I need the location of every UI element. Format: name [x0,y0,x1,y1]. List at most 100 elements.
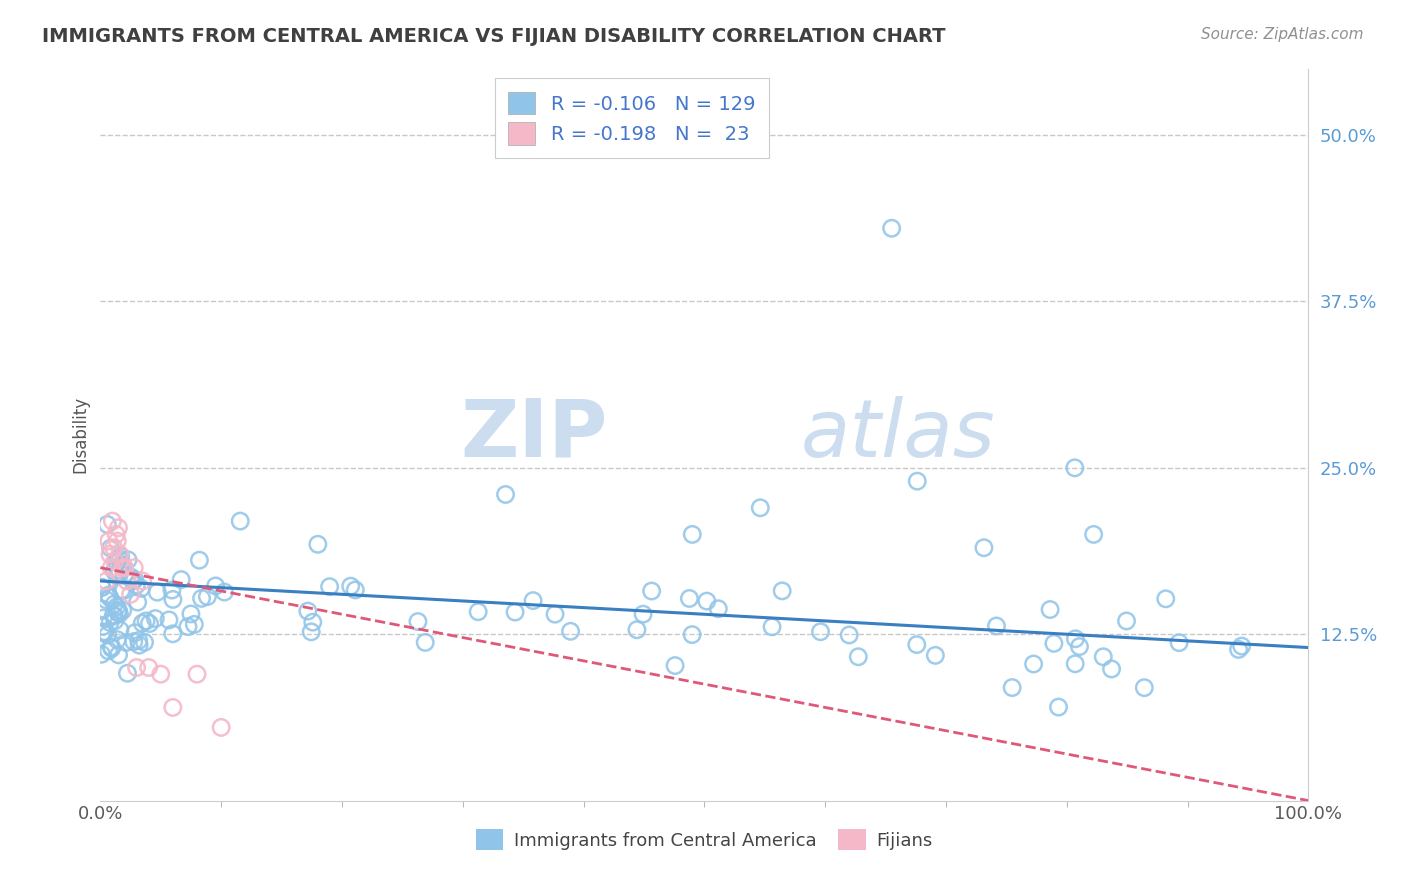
Point [120,570,142,584]
Point [204,579,226,593]
Point [96,517,118,532]
Point [160,582,183,597]
Point [110,549,132,564]
Point [157,613,180,627]
Point [108,547,131,561]
Point [846,649,869,664]
Point [1133,681,1156,695]
Point [104,614,127,628]
Point [103,541,125,555]
Point [973,541,995,555]
Point [761,620,783,634]
Point [97,588,120,602]
Point [105,568,128,582]
Point [770,583,793,598]
Point [301,615,323,629]
Point [544,607,567,622]
Point [105,527,128,541]
Point [162,627,184,641]
Point [108,552,131,566]
Point [1230,639,1253,653]
Point [880,221,903,235]
Point [1064,632,1087,646]
Point [98,615,121,630]
Text: atlas: atlas [801,395,995,474]
Point [678,591,700,606]
Point [129,582,152,596]
Point [103,597,125,611]
Point [177,619,200,633]
Point [107,605,129,619]
Point [90,580,112,594]
Point [105,599,128,614]
Point [707,601,730,615]
Point [170,573,193,587]
Point [186,667,208,681]
Point [180,607,202,621]
Point [344,582,367,597]
Point [681,527,703,541]
Point [146,585,169,599]
Text: IMMIGRANTS FROM CENTRAL AMERICA VS FIJIAN DISABILITY CORRELATION CHART: IMMIGRANTS FROM CENTRAL AMERICA VS FIJIA… [42,27,946,45]
Point [307,537,329,551]
Point [103,608,125,623]
Point [138,660,160,674]
Point [91,611,114,625]
Point [299,624,322,639]
Point [122,634,145,648]
Point [1115,614,1137,628]
Point [105,632,128,647]
Point [122,560,145,574]
Point [105,554,128,568]
Point [162,592,184,607]
Point [143,611,166,625]
Point [1047,700,1070,714]
Point [209,720,232,734]
Point [413,635,436,649]
Point [110,583,132,598]
Point [108,623,131,637]
Point [96,574,118,588]
Point [97,628,120,642]
Point [124,625,146,640]
Point [135,614,157,628]
Point [664,658,686,673]
Point [112,583,135,598]
Point [108,564,131,578]
Point [98,547,121,561]
Point [924,648,946,663]
Point [1168,636,1191,650]
Point [115,574,138,588]
Point [91,625,114,640]
Point [183,617,205,632]
Point [905,474,928,488]
Text: Source: ZipAtlas.com: Source: ZipAtlas.com [1201,27,1364,42]
Point [128,633,150,648]
Point [339,579,361,593]
Point [318,580,340,594]
Point [1001,681,1024,695]
Point [560,624,582,639]
Point [1022,657,1045,671]
Point [103,608,125,623]
Point [93,624,115,639]
Point [128,638,150,652]
Point [100,640,122,654]
Point [522,593,544,607]
Point [214,585,236,599]
Point [131,574,153,588]
Point [117,666,139,681]
Point [1063,460,1085,475]
Point [1154,591,1177,606]
Point [115,635,138,649]
Point [100,641,122,656]
Point [1083,527,1105,541]
Text: ZIP: ZIP [461,395,607,474]
Point [197,590,219,604]
Point [107,521,129,535]
Point [1064,657,1087,671]
Point [190,591,212,606]
Legend: R = -0.106   N = 129, R = -0.198   N =  23: R = -0.106 N = 129, R = -0.198 N = 23 [495,78,769,158]
Point [125,578,148,592]
Point [108,607,131,621]
